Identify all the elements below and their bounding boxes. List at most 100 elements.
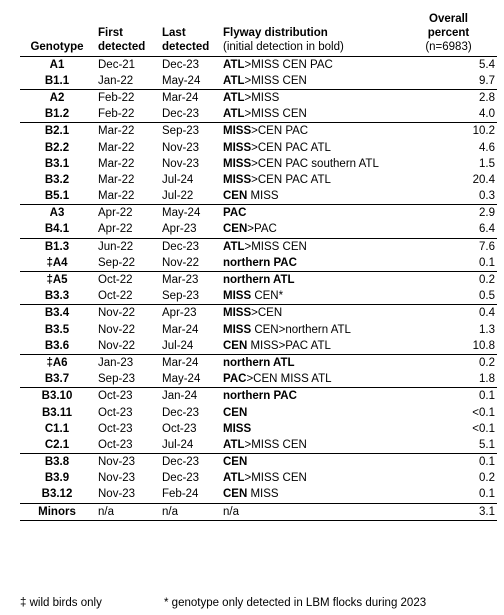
genotype-cell: B3.4: [20, 304, 94, 322]
table-row: B2.1 Mar-22 Sep-23 MISS>CEN PAC 10.2: [20, 122, 497, 140]
table-header: Genotype First detected Last detected Flyw…: [20, 4, 497, 57]
flyway-spread: >MISS: [244, 91, 280, 104]
percent-cell: 0.1: [400, 387, 497, 405]
table-row: B3.11 Oct-23 Dec-23 CEN <0.1: [20, 404, 497, 420]
flyway-cell: CEN MISS>PAC ATL: [220, 338, 400, 355]
first-detected-cell: Apr-22: [94, 204, 158, 222]
genotype-cell: A2: [20, 88, 94, 107]
flyway-initial-bold: northern ATL: [223, 274, 295, 287]
percent-cell: 1.8: [479, 373, 495, 386]
flyway-spread: >CEN PAC ATL: [251, 141, 331, 154]
genotype-cell: B1.1: [44, 74, 70, 87]
flyway-initial-bold: PAC: [223, 373, 247, 386]
percent-cell: 0.1: [479, 488, 495, 501]
genotype-table: Genotype First detected Last detected Flyw…: [20, 4, 497, 521]
last-detected-cell: Jul-24: [162, 339, 194, 352]
last-detected-cell: Apr-23: [162, 223, 197, 236]
genotype-cell: ‡A4: [46, 256, 68, 269]
flyway-spread: >CEN MISS ATL: [246, 373, 332, 386]
table-row: A1 Dec-21 Dec-23 ATL>MISS CEN PAC 5.4: [20, 55, 497, 73]
header-pct-line3: (n=6983): [425, 40, 472, 53]
flyway-cell: MISS>CEN PAC ATL: [220, 172, 400, 188]
percent-cell: 0.1: [400, 453, 497, 471]
first-detected-cell: Mar-22: [94, 122, 158, 140]
percent-cell: 0.2: [400, 270, 497, 289]
flyway-cell: northern ATL: [220, 353, 400, 372]
last-detected-cell: Mar-24: [158, 88, 220, 107]
header-genotype-text: Genotype: [30, 40, 84, 53]
percent-cell: 10.2: [400, 122, 497, 140]
table-row: B4.1 Apr-22 Apr-23 CEN>PAC 6.4: [20, 221, 497, 238]
percent-cell: 2.9: [400, 204, 497, 222]
table-row: B3.12 Nov-23 Feb-24 CEN MISS 0.1: [20, 486, 497, 503]
flyway-cell: ATL>MISS CEN: [220, 73, 400, 90]
flyway-cell: northern PAC: [220, 387, 400, 405]
flyway-initial-bold: MISS: [223, 323, 252, 336]
table-row: B3.2 Mar-22 Jul-24 MISS>CEN PAC ATL 20.4: [20, 172, 497, 188]
flyway-initial-bold: ATL: [223, 58, 245, 71]
last-detected-cell: Jul-24: [162, 438, 194, 451]
first-detected-cell: Nov-23: [98, 472, 136, 485]
first-detected-cell: Nov-23: [98, 488, 136, 501]
table-row: B3.4 Nov-22 Apr-23 MISS>CEN 0.4: [20, 304, 497, 322]
genotype-cell: B3.11: [41, 406, 73, 419]
table-row: A2 Feb-22 Mar-24 ATL>MISS 2.8: [20, 88, 497, 107]
first-detected-cell: Oct-22: [94, 270, 158, 289]
flyway-cell: ATL>MISS CEN: [220, 106, 400, 123]
percent-cell: 2.8: [400, 88, 497, 107]
genotype-cell: B3.8: [20, 453, 94, 471]
genotype-cell: B3.7: [44, 373, 70, 386]
flyway-initial-bold: MISS: [223, 157, 252, 170]
flyway-cell: ATL>MISS CEN: [220, 437, 400, 454]
percent-cell: 1.3: [479, 323, 495, 336]
first-detected-cell: Mar-22: [98, 157, 135, 170]
header-pct-line1: Overall: [429, 12, 468, 25]
first-detected-cell: Mar-22: [98, 173, 135, 186]
flyway-initial-bold: CEN: [223, 339, 248, 352]
percent-cell: 3.1: [400, 502, 497, 521]
flyway-cell: n/a: [220, 502, 400, 521]
last-detected-cell: Jul-24: [162, 173, 194, 186]
percent-cell: 0.3: [479, 190, 495, 203]
flyway-cell: MISS>CEN PAC: [220, 122, 400, 140]
header-pct-line2: percent: [427, 26, 470, 39]
flyway-initial-bold: MISS: [223, 422, 252, 435]
last-detected-cell: Nov-23: [162, 157, 200, 170]
flyway-initial-bold: MISS: [223, 173, 252, 186]
table-row: C2.1 Oct-23 Jul-24 ATL>MISS CEN 5.1: [20, 437, 497, 454]
flyway-initial-bold: MISS: [223, 125, 252, 138]
genotype-cell: B2.2: [44, 141, 70, 154]
flyway-cell: PAC>CEN MISS ATL: [220, 371, 400, 388]
table-row: C1.1 Oct-23 Oct-23 MISS <0.1: [20, 421, 497, 437]
flyway-initial-bold: CEN: [223, 488, 248, 501]
last-detected-cell: Dec-23: [162, 406, 200, 419]
genotype-cell: B3.9: [44, 472, 70, 485]
last-detected-cell: Jan-24: [158, 387, 220, 405]
last-detected-cell: Dec-23: [158, 453, 220, 471]
flyway-spread: >CEN PAC: [251, 125, 309, 138]
percent-cell: 0.2: [400, 353, 497, 372]
header-last-line2: detected: [162, 40, 210, 53]
last-detected-cell: Apr-23: [158, 304, 220, 322]
flyway-cell: MISS>CEN PAC southern ATL: [220, 156, 400, 172]
flyway-cell: ATL>MISS CEN: [220, 470, 400, 486]
table-row: ‡A5 Oct-22 Mar-23 northern ATL 0.2: [20, 270, 497, 289]
footnote-lbm-flocks: * genotype only detected in LBM flocks d…: [164, 597, 427, 609]
table-row: B3.9 Nov-23 Dec-23 ATL>MISS CEN 0.2: [20, 470, 497, 486]
genotype-cell: ‡A6: [20, 353, 94, 372]
genotype-cell: B1.3: [20, 237, 94, 255]
first-detected-cell: Nov-23: [94, 453, 158, 471]
flyway-spread: >CEN PAC southern ATL: [251, 157, 379, 170]
genotype-cell: B3.12: [41, 488, 73, 501]
header-overall-percent: Overall percent (n=6983): [400, 4, 497, 57]
first-detected-cell: Oct-23: [98, 406, 133, 419]
last-detected-cell: Nov-22: [162, 256, 200, 269]
table-row: B5.1 Mar-22 Jul-22 CEN MISS 0.3: [20, 188, 497, 205]
genotype-cell: B5.1: [44, 190, 70, 203]
first-detected-cell: n/a: [94, 502, 158, 521]
last-detected-cell: n/a: [158, 502, 220, 521]
flyway-cell: northern PAC: [220, 255, 400, 272]
genotype-cell: Minors: [20, 502, 94, 521]
last-detected-cell: May-24: [162, 74, 201, 87]
percent-cell: 0.5: [479, 290, 495, 303]
